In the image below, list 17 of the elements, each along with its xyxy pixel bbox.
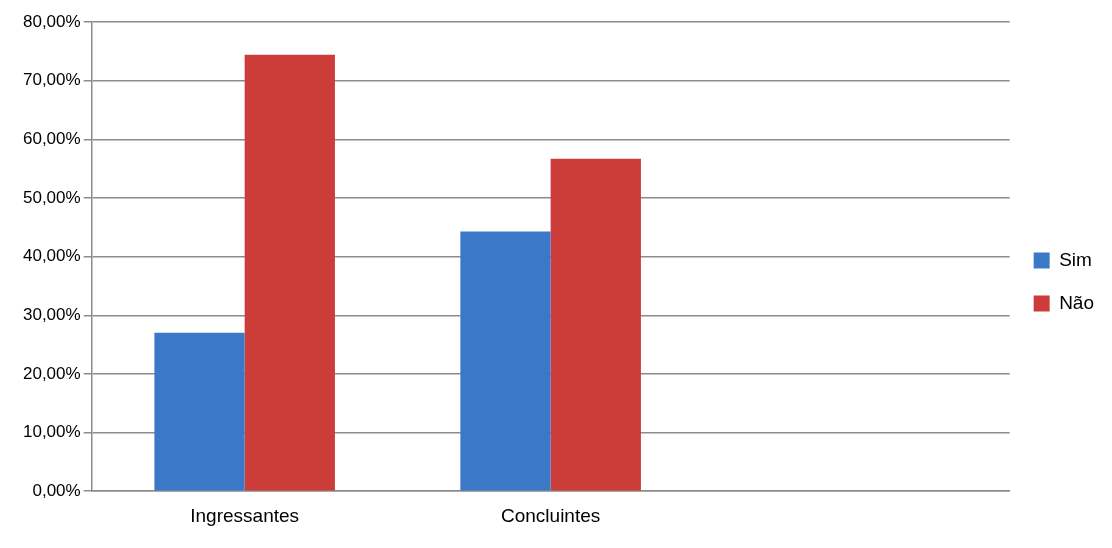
y-tick-label: 70,00% <box>22 70 81 90</box>
y-tick-label: 60,00% <box>22 128 81 148</box>
legend-label: Sim <box>1059 248 1092 270</box>
y-tick-label: 50,00% <box>22 187 81 207</box>
x-tick-label: Concluintes <box>501 504 601 526</box>
y-tick-label: 0,00% <box>32 480 81 500</box>
bar <box>154 332 245 491</box>
y-tick-label: 20,00% <box>22 363 81 383</box>
y-tick-label: 40,00% <box>22 246 81 266</box>
bar <box>550 158 641 491</box>
y-tick-label: 10,00% <box>22 422 81 442</box>
y-tick-label: 80,00% <box>22 11 81 31</box>
legend-label: Não <box>1059 291 1094 313</box>
x-tick-label: Ingressantes <box>190 504 300 526</box>
y-tick-label: 30,00% <box>22 304 81 324</box>
bar <box>244 54 335 491</box>
bar <box>460 231 551 491</box>
